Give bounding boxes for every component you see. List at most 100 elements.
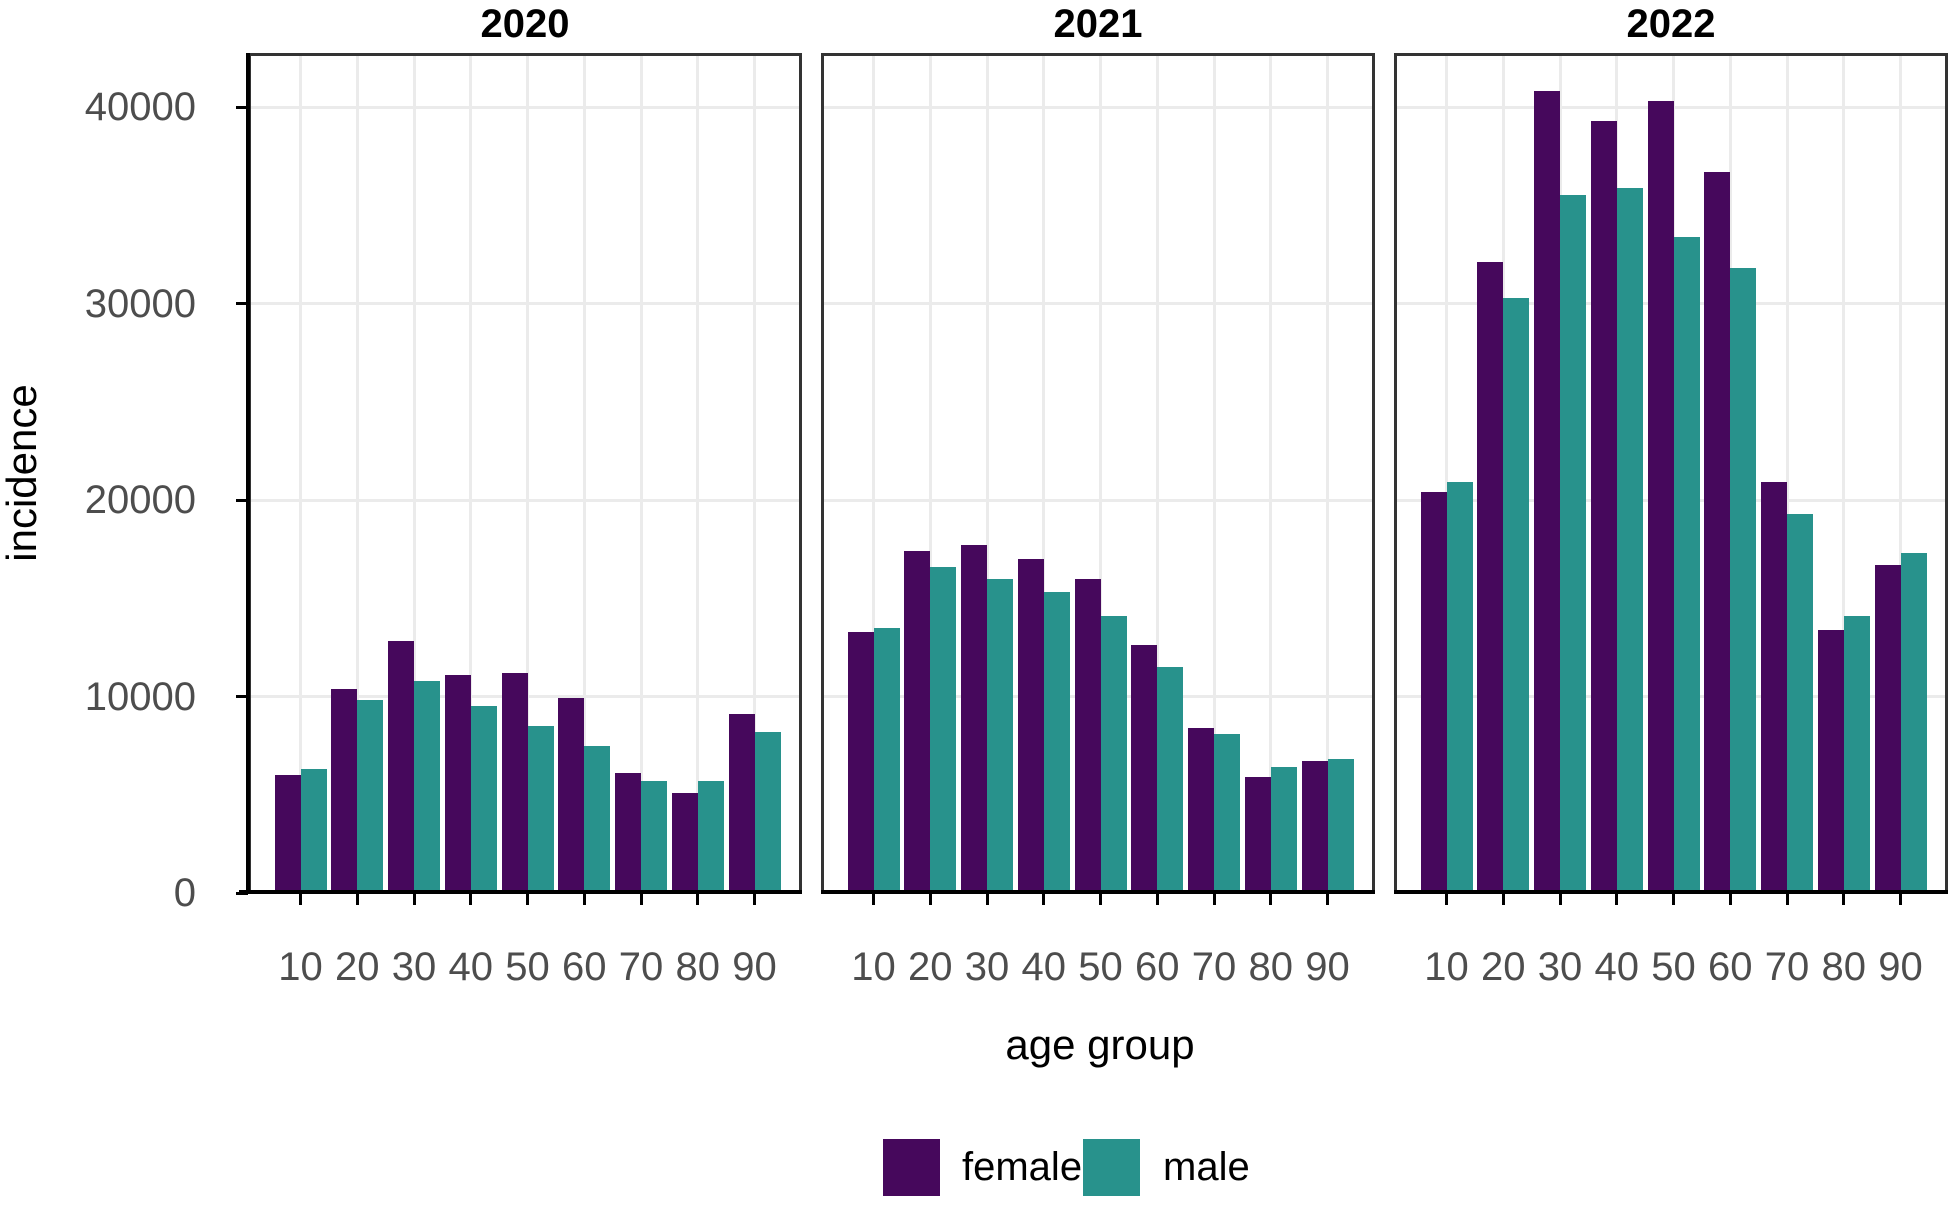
bar-female-50 — [1647, 101, 1674, 893]
bar-male-40 — [1043, 592, 1070, 893]
bar-female-50 — [1074, 578, 1101, 893]
gridline-v-10 — [872, 53, 875, 893]
x-axis-line — [1394, 890, 1948, 894]
x-tick-label-2021-30: 30 — [964, 945, 1010, 989]
x-tick-mark-2021-10 — [872, 893, 875, 905]
y-axis-line — [246, 53, 250, 893]
bar-male-80 — [697, 780, 724, 893]
gridline-v-70 — [1212, 53, 1216, 893]
gridline-h-20000 — [248, 498, 802, 502]
gridline-v-30 — [412, 53, 416, 893]
x-tick-label-2021-70: 70 — [1191, 945, 1237, 989]
legend-swatch-male — [1083, 1139, 1140, 1196]
bar-female-30 — [1534, 91, 1560, 893]
legend-label-female: female — [962, 1145, 1083, 1189]
facet-title-2020: 2020 — [480, 2, 570, 46]
x-tick-label-2021-50: 50 — [1078, 945, 1123, 989]
x-tick-label-2020-50: 50 — [505, 945, 550, 989]
bar-female-60 — [1704, 171, 1731, 893]
gridline-v-50 — [1099, 53, 1102, 893]
y-tick-mark-30000 — [236, 302, 248, 305]
bar-male-50 — [1100, 615, 1127, 893]
bar-male-80 — [1843, 615, 1870, 893]
x-axis-title: age group — [1005, 1021, 1195, 1068]
bar-female-40 — [444, 674, 471, 893]
x-tick-label-2021-10: 10 — [851, 945, 896, 989]
x-tick-mark-2022-70 — [1785, 893, 1789, 905]
gridline-v-10 — [1445, 53, 1448, 893]
bar-male-10 — [300, 769, 327, 893]
x-tick-label-2021-90: 90 — [1305, 945, 1350, 989]
y-tick-mark-40000 — [236, 105, 248, 109]
x-tick-mark-2020-80 — [696, 893, 700, 905]
x-tick-label-2020-60: 60 — [562, 945, 607, 989]
bar-male-30 — [414, 680, 440, 893]
bar-male-20 — [930, 566, 957, 893]
gridline-v-60 — [582, 53, 586, 893]
bar-male-70 — [641, 780, 667, 893]
gridline-v-20 — [928, 53, 932, 893]
x-tick-mark-2022-30 — [1558, 893, 1562, 905]
gridline-v-40 — [1042, 53, 1046, 893]
gridline-h-30000 — [821, 302, 1375, 305]
bar-female-10 — [847, 631, 874, 893]
gridline-v-90 — [1899, 53, 1902, 893]
gridline-h-40000 — [248, 105, 802, 109]
x-tick-label-2022-80: 80 — [1821, 945, 1867, 989]
x-tick-mark-2020-90 — [753, 893, 756, 905]
x-axis-line — [239, 890, 802, 894]
x-tick-label-2022-20: 20 — [1481, 945, 1526, 989]
gridline-v-60 — [1155, 53, 1159, 893]
x-tick-label-2020-30: 30 — [391, 945, 437, 989]
bar-female-90 — [1301, 761, 1328, 893]
x-tick-label-2022-10: 10 — [1424, 945, 1469, 989]
x-tick-mark-2021-60 — [1155, 893, 1159, 905]
bar-female-60 — [1131, 645, 1158, 893]
bar-female-90 — [728, 714, 755, 893]
bar-female-10 — [1420, 492, 1447, 893]
panel-2020 — [239, 53, 802, 894]
legend-swatch-female — [883, 1139, 940, 1196]
gridline-v-90 — [1326, 53, 1329, 893]
x-tick-mark-2020-10 — [299, 893, 302, 905]
x-tick-label-2021-20: 20 — [908, 945, 953, 989]
gridline-v-80 — [1269, 53, 1273, 893]
x-tick-mark-2020-50 — [526, 893, 529, 905]
x-tick-label-2020-10: 10 — [278, 945, 323, 989]
x-tick-mark-2022-80 — [1842, 893, 1846, 905]
bar-female-80 — [671, 792, 698, 893]
x-tick-label-2022-60: 60 — [1708, 945, 1753, 989]
gridline-v-70 — [1785, 53, 1789, 893]
x-tick-mark-2021-70 — [1212, 893, 1216, 905]
y-tick-label-0: 0 — [173, 871, 196, 915]
x-tick-label-2022-50: 50 — [1651, 945, 1696, 989]
bar-female-40 — [1590, 120, 1617, 893]
bar-male-60 — [584, 745, 611, 893]
gridline-v-10 — [299, 53, 302, 893]
bar-male-90 — [1900, 553, 1927, 893]
x-tick-mark-2022-20 — [1501, 893, 1505, 905]
x-tick-label-2022-70: 70 — [1764, 945, 1810, 989]
bar-female-70 — [615, 773, 641, 893]
x-tick-label-2020-40: 40 — [448, 945, 494, 989]
panel-2022 — [1394, 53, 1948, 894]
bar-male-90 — [1327, 759, 1354, 893]
bar-female-10 — [274, 775, 301, 893]
bar-female-20 — [1477, 262, 1504, 893]
bar-female-80 — [1244, 777, 1271, 893]
bar-male-90 — [754, 731, 781, 893]
x-tick-mark-2021-20 — [928, 893, 932, 905]
x-tick-mark-2020-70 — [639, 893, 643, 905]
y-axis-title: incidence — [0, 384, 45, 562]
bar-female-50 — [501, 672, 528, 893]
x-tick-mark-2020-60 — [582, 893, 586, 905]
bar-female-60 — [558, 698, 585, 893]
x-tick-mark-2021-50 — [1099, 893, 1102, 905]
x-tick-label-2021-80: 80 — [1248, 945, 1294, 989]
panel-border — [1394, 53, 1948, 893]
y-tick-label-30000: 30000 — [84, 281, 196, 326]
facet-title-2021: 2021 — [1053, 2, 1143, 46]
y-tick-mark-10000 — [236, 695, 248, 698]
bar-female-40 — [1017, 558, 1044, 893]
